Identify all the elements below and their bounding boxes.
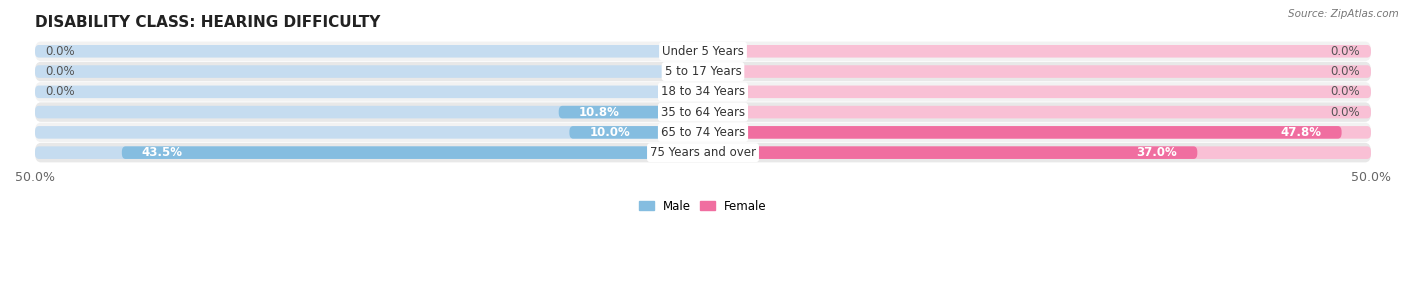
Legend: Male, Female: Male, Female	[634, 195, 772, 217]
FancyBboxPatch shape	[35, 41, 1371, 61]
FancyBboxPatch shape	[35, 62, 1371, 81]
Text: 0.0%: 0.0%	[45, 65, 76, 78]
FancyBboxPatch shape	[35, 82, 1371, 102]
Text: 0.0%: 0.0%	[1330, 45, 1361, 58]
FancyBboxPatch shape	[707, 126, 1341, 139]
Text: 10.8%: 10.8%	[579, 106, 620, 119]
FancyBboxPatch shape	[35, 65, 699, 78]
Text: 18 to 34 Years: 18 to 34 Years	[661, 85, 745, 98]
Text: 5 to 17 Years: 5 to 17 Years	[665, 65, 741, 78]
FancyBboxPatch shape	[707, 45, 1371, 58]
FancyBboxPatch shape	[558, 106, 699, 118]
Text: Source: ZipAtlas.com: Source: ZipAtlas.com	[1288, 9, 1399, 19]
FancyBboxPatch shape	[35, 143, 1371, 162]
FancyBboxPatch shape	[122, 146, 699, 159]
Text: 0.0%: 0.0%	[1330, 85, 1361, 98]
FancyBboxPatch shape	[707, 146, 1371, 159]
FancyBboxPatch shape	[707, 146, 1198, 159]
Text: DISABILITY CLASS: HEARING DIFFICULTY: DISABILITY CLASS: HEARING DIFFICULTY	[35, 15, 381, 30]
FancyBboxPatch shape	[707, 65, 1371, 78]
Text: 0.0%: 0.0%	[45, 85, 76, 98]
Text: 0.0%: 0.0%	[1330, 106, 1361, 119]
Text: 47.8%: 47.8%	[1281, 126, 1322, 139]
FancyBboxPatch shape	[35, 123, 1371, 142]
FancyBboxPatch shape	[35, 85, 699, 98]
FancyBboxPatch shape	[35, 102, 1371, 122]
Text: 37.0%: 37.0%	[1136, 146, 1177, 159]
Text: 65 to 74 Years: 65 to 74 Years	[661, 126, 745, 139]
Text: 0.0%: 0.0%	[1330, 65, 1361, 78]
Text: 10.0%: 10.0%	[589, 126, 630, 139]
FancyBboxPatch shape	[35, 45, 699, 58]
Text: 0.0%: 0.0%	[45, 45, 76, 58]
Text: Under 5 Years: Under 5 Years	[662, 45, 744, 58]
Text: 35 to 64 Years: 35 to 64 Years	[661, 106, 745, 119]
FancyBboxPatch shape	[707, 85, 1371, 98]
Text: 75 Years and over: 75 Years and over	[650, 146, 756, 159]
FancyBboxPatch shape	[707, 106, 1371, 118]
FancyBboxPatch shape	[35, 126, 699, 139]
Text: 43.5%: 43.5%	[142, 146, 183, 159]
FancyBboxPatch shape	[35, 106, 699, 118]
FancyBboxPatch shape	[569, 126, 699, 139]
FancyBboxPatch shape	[35, 146, 699, 159]
FancyBboxPatch shape	[707, 126, 1371, 139]
